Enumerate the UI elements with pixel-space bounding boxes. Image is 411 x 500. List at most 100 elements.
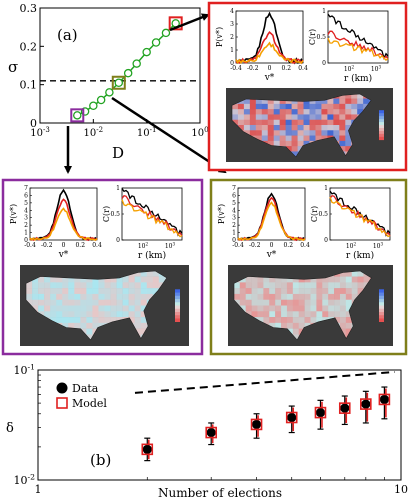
map-cell <box>263 299 270 306</box>
map-cell <box>104 317 111 324</box>
map-cell <box>303 140 310 147</box>
map-cell <box>62 317 69 324</box>
map-cell <box>339 311 347 318</box>
map-cell <box>261 98 269 105</box>
map-colorbar-cell <box>175 311 180 316</box>
map-cell <box>243 130 251 136</box>
map-cell <box>239 288 246 295</box>
map-cell <box>303 135 310 142</box>
pdf-ytick-label: 7 <box>24 185 28 192</box>
pdf-ytick-label: 3 <box>24 215 28 222</box>
map-cell <box>339 305 347 312</box>
map-cell <box>328 305 335 312</box>
map-cell <box>279 135 286 142</box>
map-cell <box>86 317 93 324</box>
map-cell <box>345 293 353 301</box>
map-cell <box>92 288 99 295</box>
map-cell <box>291 140 298 147</box>
map-cell <box>261 130 269 136</box>
map-cell <box>251 305 258 312</box>
panel-a-highlight-square <box>70 108 85 123</box>
map-cell <box>345 119 352 126</box>
map-cell <box>74 299 81 306</box>
map-cell <box>232 109 239 115</box>
map-cell <box>304 317 311 324</box>
map-cell <box>285 130 292 136</box>
map-cell <box>316 293 323 301</box>
map-cell <box>110 317 117 324</box>
panel-a-highlight-square <box>168 16 183 31</box>
map-cell <box>322 276 329 283</box>
map-cell <box>327 103 334 110</box>
corr-ytick-label: 1 <box>324 185 328 192</box>
map-cell <box>269 276 276 283</box>
panel-b-model-markers <box>141 393 391 456</box>
map-cell <box>245 299 252 306</box>
map-cell <box>146 282 154 289</box>
map-cell <box>291 125 298 131</box>
model-point <box>360 398 372 410</box>
map-cell <box>86 293 93 301</box>
map-cell <box>263 282 270 289</box>
map-cell <box>321 135 328 142</box>
map-cell <box>134 328 142 335</box>
map-cell <box>50 288 57 295</box>
map-cell <box>273 119 280 126</box>
map-cell <box>237 125 245 131</box>
map-cell <box>357 98 364 105</box>
map-cell <box>74 282 81 289</box>
panel-a-ytick-label: 0 <box>30 117 37 130</box>
map-cell <box>286 311 294 318</box>
map-cell <box>345 114 352 121</box>
map-cell <box>339 119 346 126</box>
map-cell <box>249 98 257 105</box>
map-cell <box>345 130 352 136</box>
arrow-to-red <box>169 13 210 32</box>
map-cell <box>316 276 323 283</box>
map-cell <box>339 317 347 324</box>
map-cell <box>92 282 99 289</box>
map-cell <box>32 288 39 295</box>
map-cell <box>357 288 364 295</box>
map-cell <box>128 317 135 324</box>
map-colorbar-cell <box>175 308 180 313</box>
map-cell <box>345 282 353 289</box>
map-cell <box>122 311 129 318</box>
map-cell <box>303 125 310 131</box>
map-cell <box>297 130 304 136</box>
map-cell <box>38 299 45 306</box>
map-cell <box>357 282 364 289</box>
map-colorbar-cell <box>379 302 384 306</box>
map-cell <box>257 282 264 289</box>
map-cell <box>44 293 51 301</box>
map-cell <box>334 288 341 295</box>
map-cell <box>255 114 263 121</box>
panel-b: 1 10 10-2 10-1 Data Model (b) Number of ele… <box>6 363 408 500</box>
map-cell <box>251 299 258 306</box>
model-point <box>314 406 327 419</box>
map-cell <box>98 288 105 295</box>
map-cell <box>237 114 245 121</box>
map-cell <box>316 317 323 324</box>
map-cell <box>140 299 148 306</box>
map-cell <box>279 98 286 105</box>
map-cell <box>267 114 275 121</box>
map-cell <box>56 293 63 301</box>
map-cell <box>298 288 305 295</box>
map-cell <box>339 140 346 147</box>
map-colorbar-cell <box>379 318 384 322</box>
map-cell <box>285 103 292 110</box>
panel-b-xtick-label: 1 <box>35 483 42 496</box>
map-colorbar-cell <box>379 125 384 129</box>
map-cell <box>128 282 135 289</box>
map-cell <box>116 293 123 301</box>
data-point <box>142 444 152 454</box>
map-cell <box>275 293 282 301</box>
pdf-ylabel: P(v*) <box>9 204 18 224</box>
map-cell <box>298 317 305 324</box>
map-cell <box>327 114 334 121</box>
map-cell <box>234 299 241 306</box>
map-cell <box>56 299 63 306</box>
map-colorbar-cell <box>379 116 384 120</box>
map-cell <box>80 322 87 329</box>
